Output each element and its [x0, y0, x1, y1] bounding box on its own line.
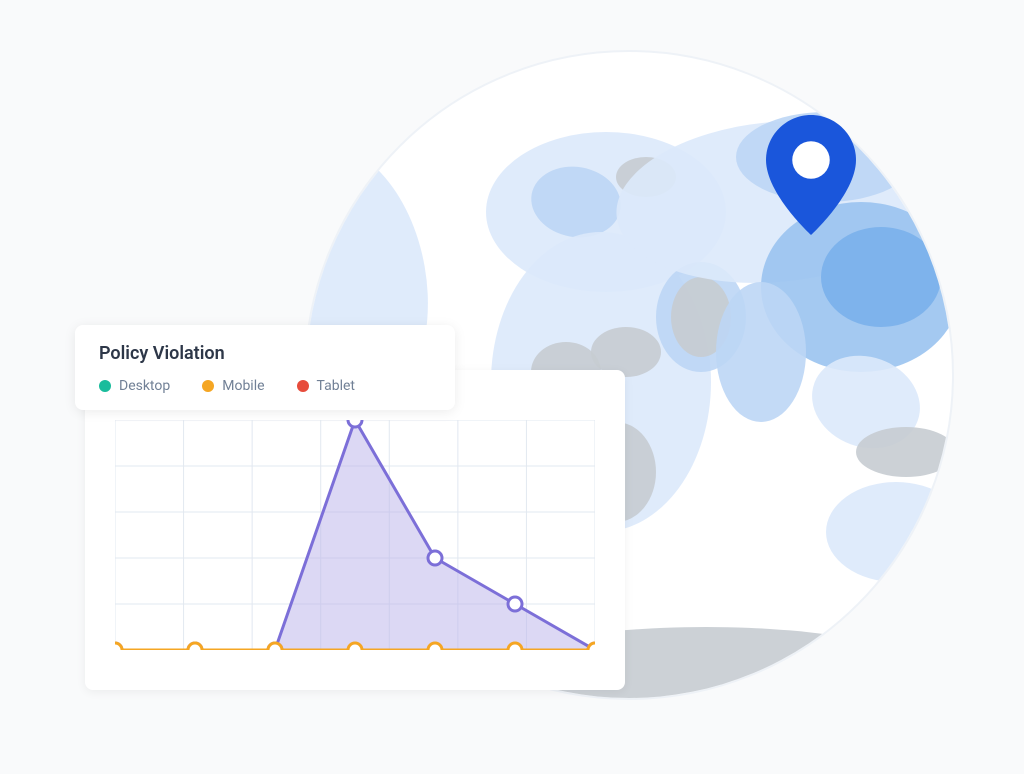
map-pin-icon — [766, 115, 856, 239]
legend-label: Desktop — [119, 378, 170, 394]
chart-legend: Desktop Mobile Tablet — [99, 378, 431, 394]
legend-label: Tablet — [317, 378, 355, 394]
legend-item: Mobile — [202, 378, 264, 394]
chart-header-card: Policy Violation Desktop Mobile Tablet — [75, 325, 455, 410]
legend-dot-icon — [99, 380, 111, 392]
legend-dot-icon — [297, 380, 309, 392]
chart-card — [85, 370, 625, 690]
legend-item: Tablet — [297, 378, 355, 394]
chart-title: Policy Violation — [99, 343, 431, 364]
legend-label: Mobile — [222, 378, 264, 394]
chart-svg — [115, 420, 595, 650]
chart-plot-area — [115, 420, 595, 650]
legend-dot-icon — [202, 380, 214, 392]
legend-item: Desktop — [99, 378, 170, 394]
